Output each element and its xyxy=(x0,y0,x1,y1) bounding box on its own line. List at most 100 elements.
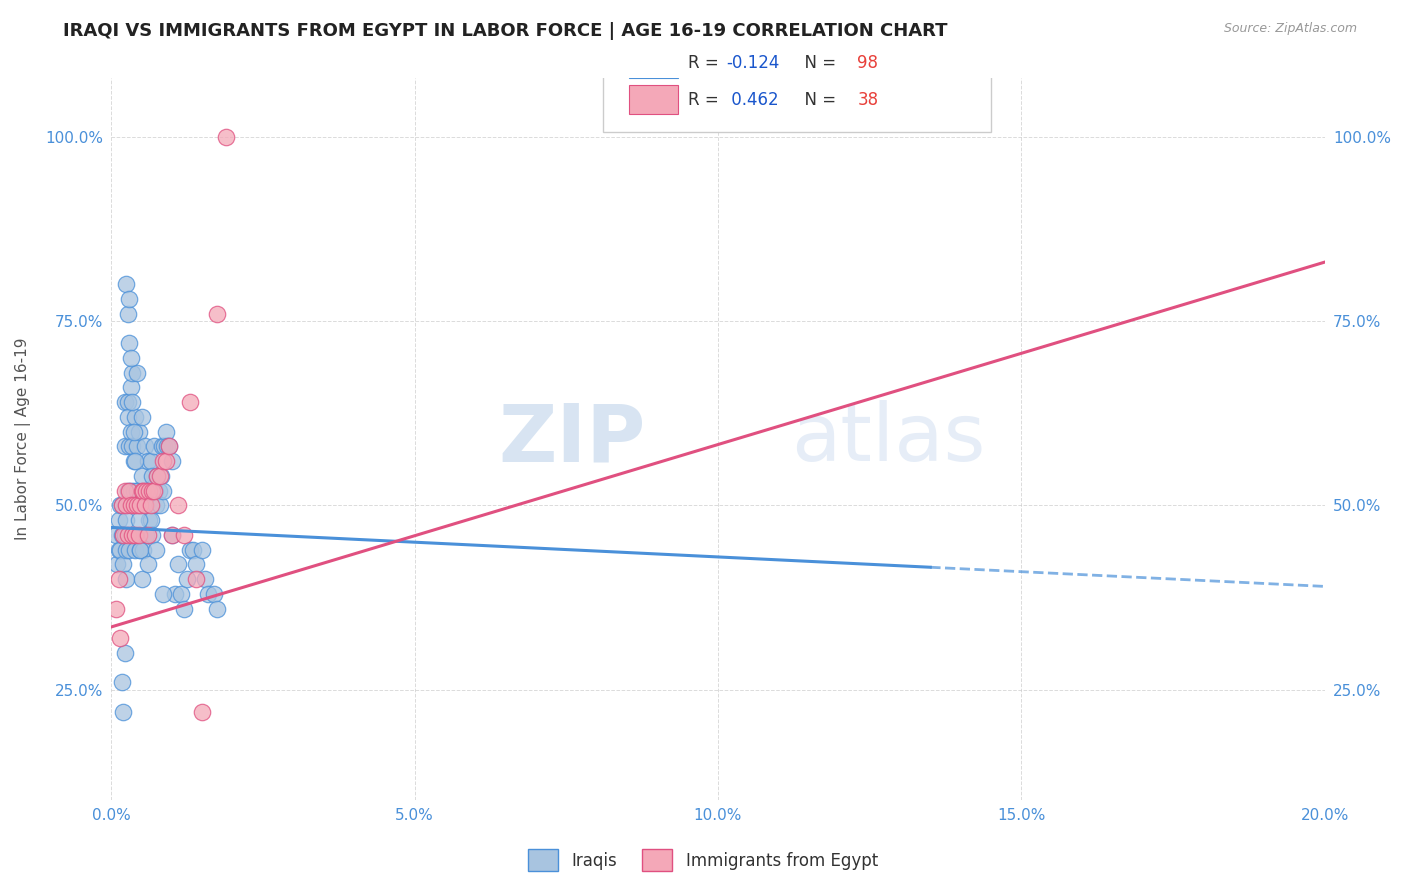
Point xyxy=(194,572,217,586)
Point xyxy=(142,483,165,498)
Text: IRAQI VS IMMIGRANTS FROM EGYPT IN LABOR FORCE | AGE 16-19 CORRELATION CHART: IRAQI VS IMMIGRANTS FROM EGYPT IN LABOR … xyxy=(63,22,948,40)
Point xyxy=(153,439,176,453)
Point xyxy=(138,483,160,498)
Point xyxy=(128,499,150,513)
Point xyxy=(128,425,150,439)
Point xyxy=(115,513,138,527)
Point xyxy=(114,395,136,409)
Point xyxy=(107,572,129,586)
Point xyxy=(143,483,166,498)
Point xyxy=(111,675,134,690)
Point xyxy=(122,483,145,498)
Point xyxy=(160,528,183,542)
Point xyxy=(115,572,138,586)
Point xyxy=(167,558,190,572)
Point xyxy=(179,542,201,557)
Point xyxy=(124,409,146,424)
Point xyxy=(124,528,146,542)
Point xyxy=(197,587,219,601)
Y-axis label: In Labor Force | Age 16-19: In Labor Force | Age 16-19 xyxy=(15,338,31,541)
Point xyxy=(131,409,153,424)
Point xyxy=(163,587,186,601)
Point xyxy=(207,601,229,615)
Point xyxy=(117,409,139,424)
Text: N =: N = xyxy=(794,54,842,72)
Point xyxy=(202,587,225,601)
Point xyxy=(127,366,149,380)
Point xyxy=(124,454,146,468)
Point xyxy=(120,380,142,394)
Point xyxy=(124,528,146,542)
Point xyxy=(152,483,174,498)
Point xyxy=(141,483,163,498)
Point xyxy=(124,425,146,439)
Point xyxy=(110,631,132,645)
Point xyxy=(181,542,204,557)
Point xyxy=(117,483,139,498)
Point xyxy=(128,513,150,527)
Point xyxy=(152,454,174,468)
Text: N =: N = xyxy=(794,91,842,109)
Point xyxy=(120,351,142,365)
Point xyxy=(191,542,214,557)
Point xyxy=(186,572,208,586)
Point xyxy=(139,499,162,513)
Point xyxy=(112,705,135,719)
Point xyxy=(118,439,141,453)
Point xyxy=(110,542,132,557)
Point xyxy=(135,483,157,498)
Point xyxy=(112,528,135,542)
Point xyxy=(129,542,152,557)
Point xyxy=(173,528,195,542)
Point xyxy=(114,646,136,660)
Point xyxy=(121,528,143,542)
Text: 38: 38 xyxy=(858,91,879,109)
Point xyxy=(149,499,172,513)
Text: atlas: atlas xyxy=(790,400,986,478)
Point xyxy=(127,499,149,513)
Point xyxy=(149,468,172,483)
Point xyxy=(145,499,167,513)
Text: R =: R = xyxy=(688,91,724,109)
Point xyxy=(124,542,146,557)
Point xyxy=(128,528,150,542)
Bar xyxy=(630,49,678,78)
Point xyxy=(135,528,157,542)
Point xyxy=(138,513,160,527)
Point xyxy=(107,542,129,557)
Point xyxy=(136,558,159,572)
Point xyxy=(111,499,134,513)
Point xyxy=(152,587,174,601)
Bar xyxy=(630,85,678,114)
Point xyxy=(105,558,128,572)
Text: R =: R = xyxy=(688,54,724,72)
Point xyxy=(145,468,167,483)
Point xyxy=(105,601,128,615)
Point xyxy=(156,439,179,453)
Point xyxy=(117,395,139,409)
Point xyxy=(112,558,135,572)
Point xyxy=(215,129,238,144)
Point xyxy=(207,307,229,321)
Point xyxy=(118,292,141,306)
Point xyxy=(138,483,160,498)
Point xyxy=(108,513,131,527)
Point xyxy=(127,483,149,498)
Point xyxy=(179,395,201,409)
Text: Source: ZipAtlas.com: Source: ZipAtlas.com xyxy=(1223,22,1357,36)
Point xyxy=(191,705,214,719)
Point xyxy=(120,499,142,513)
Point xyxy=(141,468,163,483)
Point xyxy=(176,572,198,586)
Point xyxy=(131,468,153,483)
Point xyxy=(114,528,136,542)
Point xyxy=(117,528,139,542)
Point xyxy=(160,454,183,468)
Point xyxy=(136,454,159,468)
Point xyxy=(145,468,167,483)
Text: 98: 98 xyxy=(858,54,879,72)
Point xyxy=(139,454,162,468)
Point xyxy=(142,439,165,453)
Point xyxy=(131,483,153,498)
Point xyxy=(125,439,148,453)
